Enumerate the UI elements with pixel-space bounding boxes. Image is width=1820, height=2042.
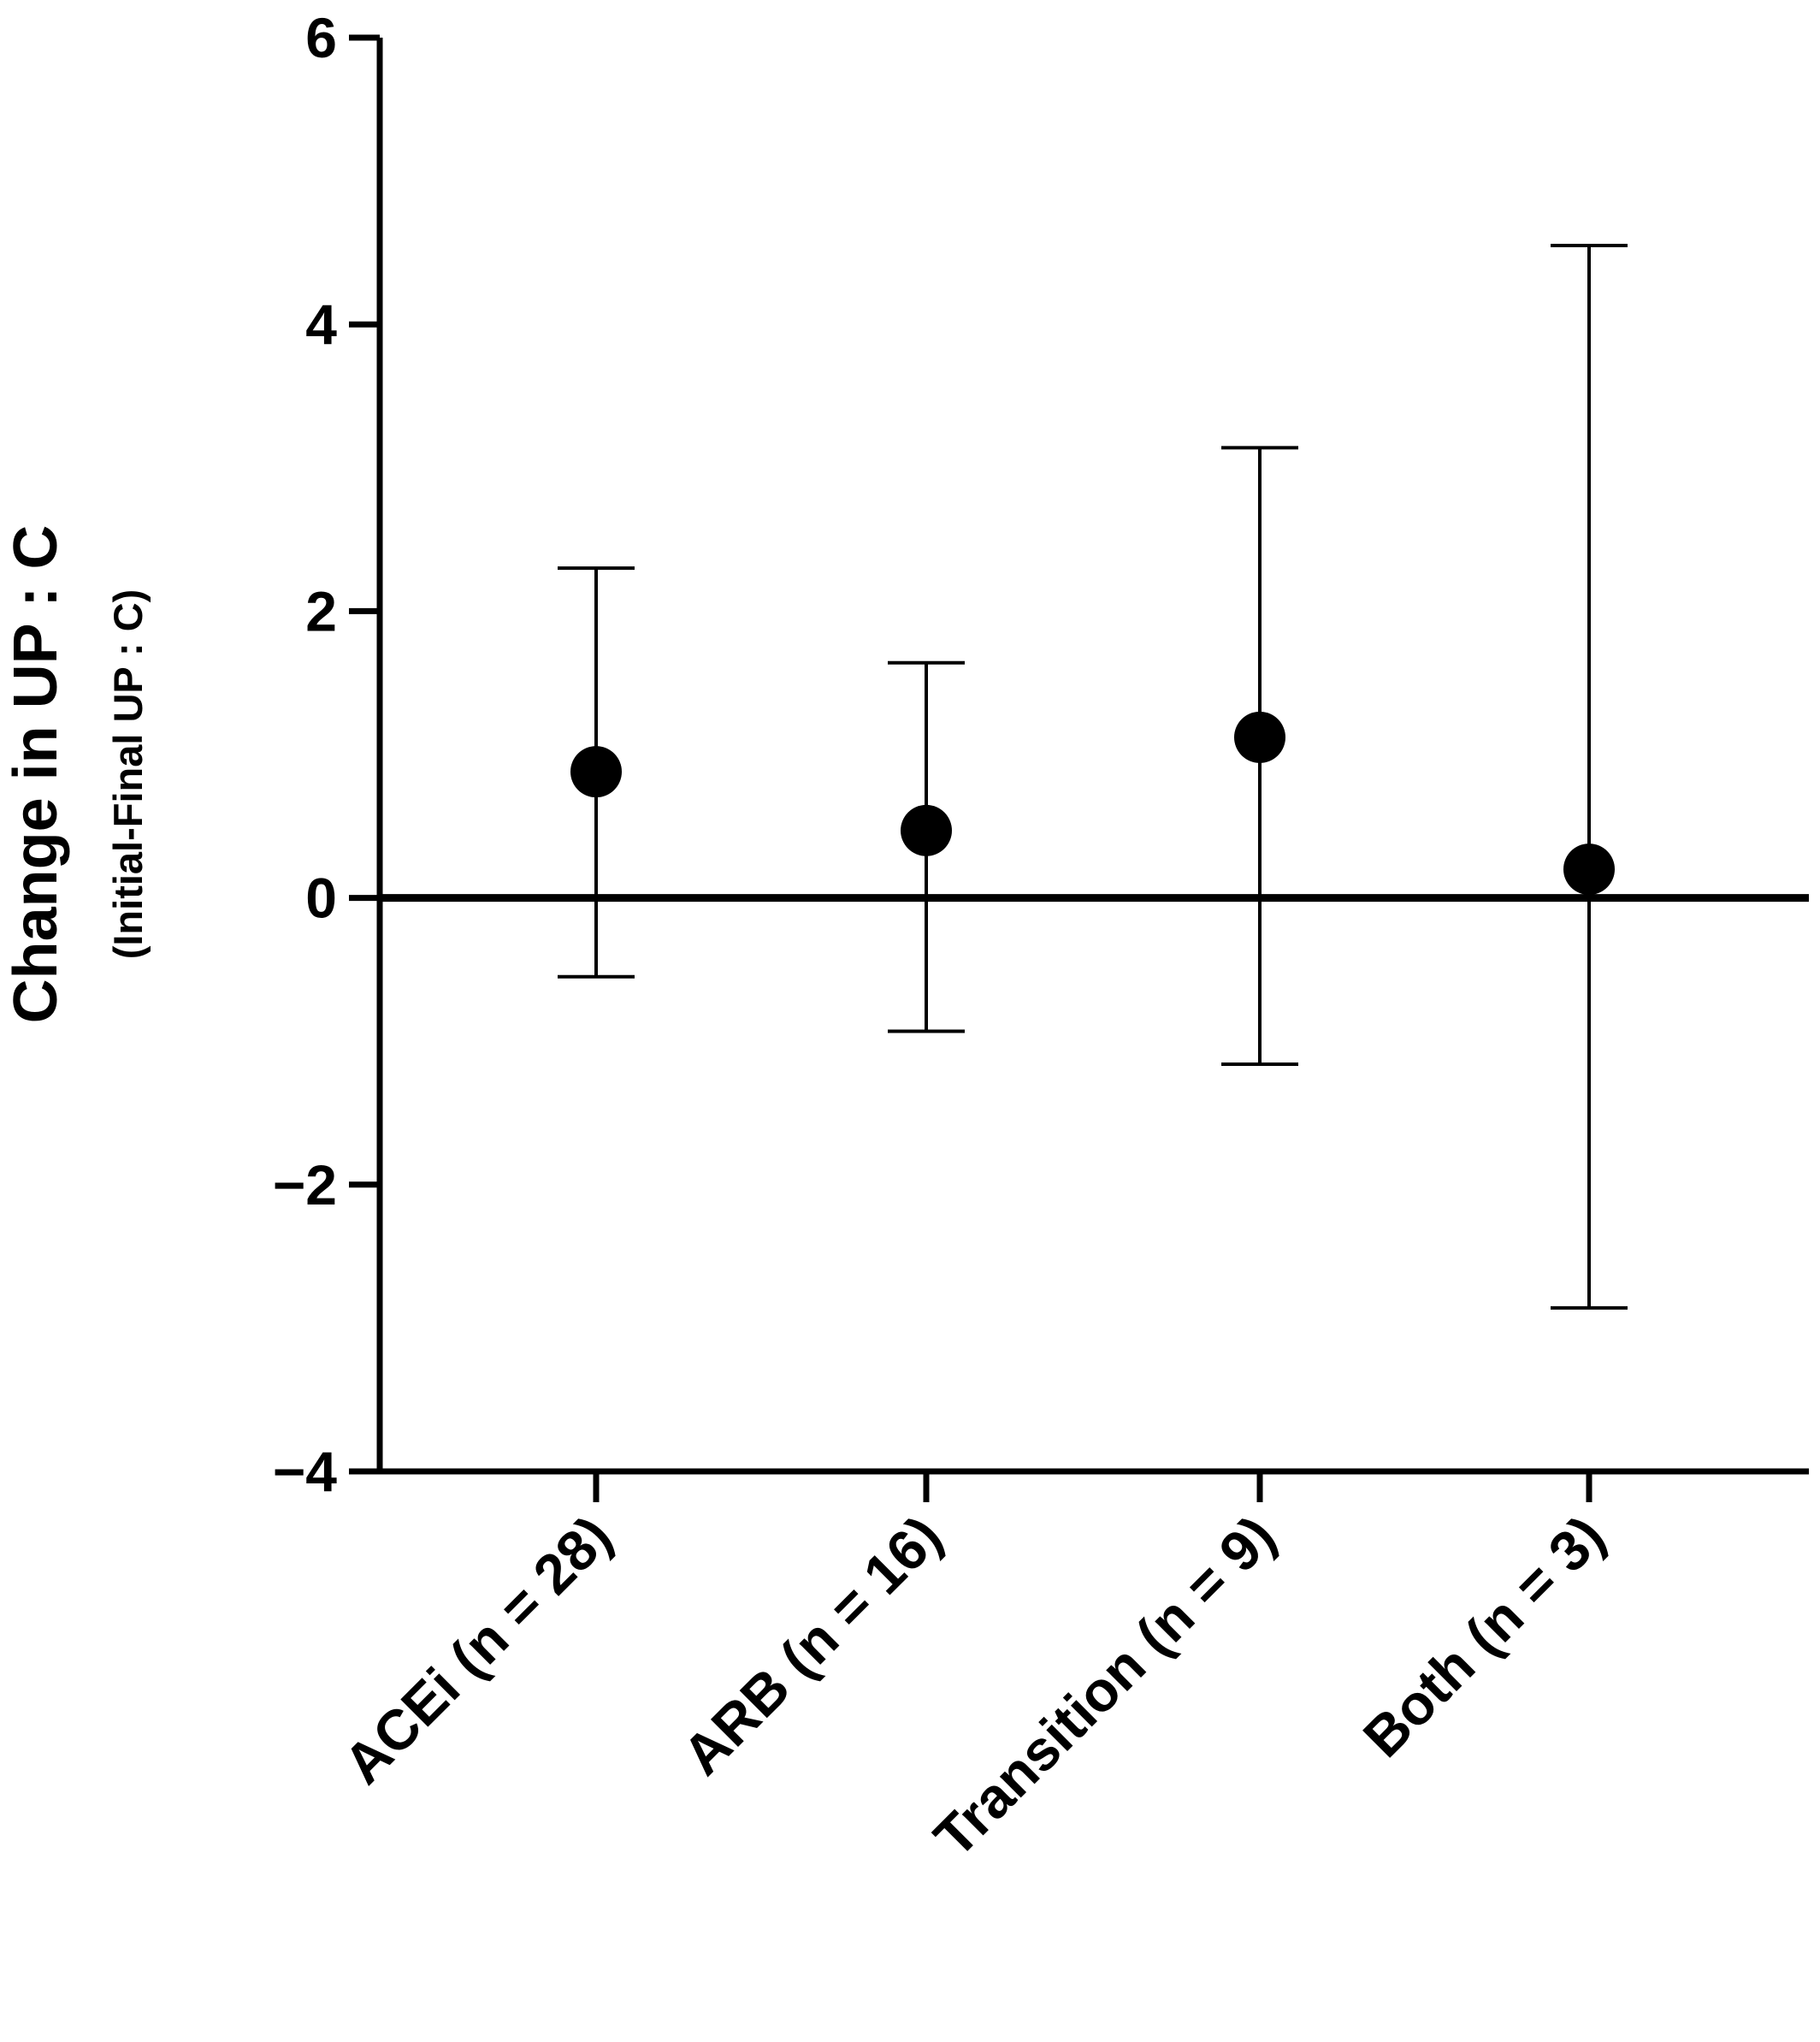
y-axis-label: Change in UP : C (2, 525, 70, 1024)
error-bar (1551, 244, 1628, 1310)
x-axis: ACEi (n = 28) ARB (n = 16)Transition (n =… (331, 1468, 1809, 1869)
y-axis: 6 4 2 0 −2 −4 (273, 6, 383, 1503)
x-tick-label: ACEi (n = 28) (331, 1504, 623, 1796)
data-point (1563, 843, 1615, 896)
x-tick-label: Both (n = 3) (1351, 1504, 1616, 1769)
y-tick-label: −4 (273, 1440, 338, 1503)
y-axis-sublabel: (Initial-Final UP : C) (105, 589, 151, 960)
data-point (570, 746, 622, 798)
y-tick-label: 2 (305, 579, 337, 642)
y-tick-label: −2 (273, 1153, 337, 1216)
error-bars (558, 244, 1628, 1310)
y-tick-label: 0 (305, 867, 337, 930)
data-point (901, 804, 952, 856)
y-tick-label: 6 (305, 6, 337, 69)
data-points (570, 711, 1615, 896)
x-tick-label: ARB (n = 16) (671, 1504, 954, 1787)
x-tick-label: Transition (n = 9) (922, 1504, 1287, 1869)
y-axis-title: Change in UP : C (Initial-Final UP : C) (2, 525, 151, 1024)
data-point (1234, 711, 1285, 763)
y-tick-label: 4 (305, 293, 337, 356)
